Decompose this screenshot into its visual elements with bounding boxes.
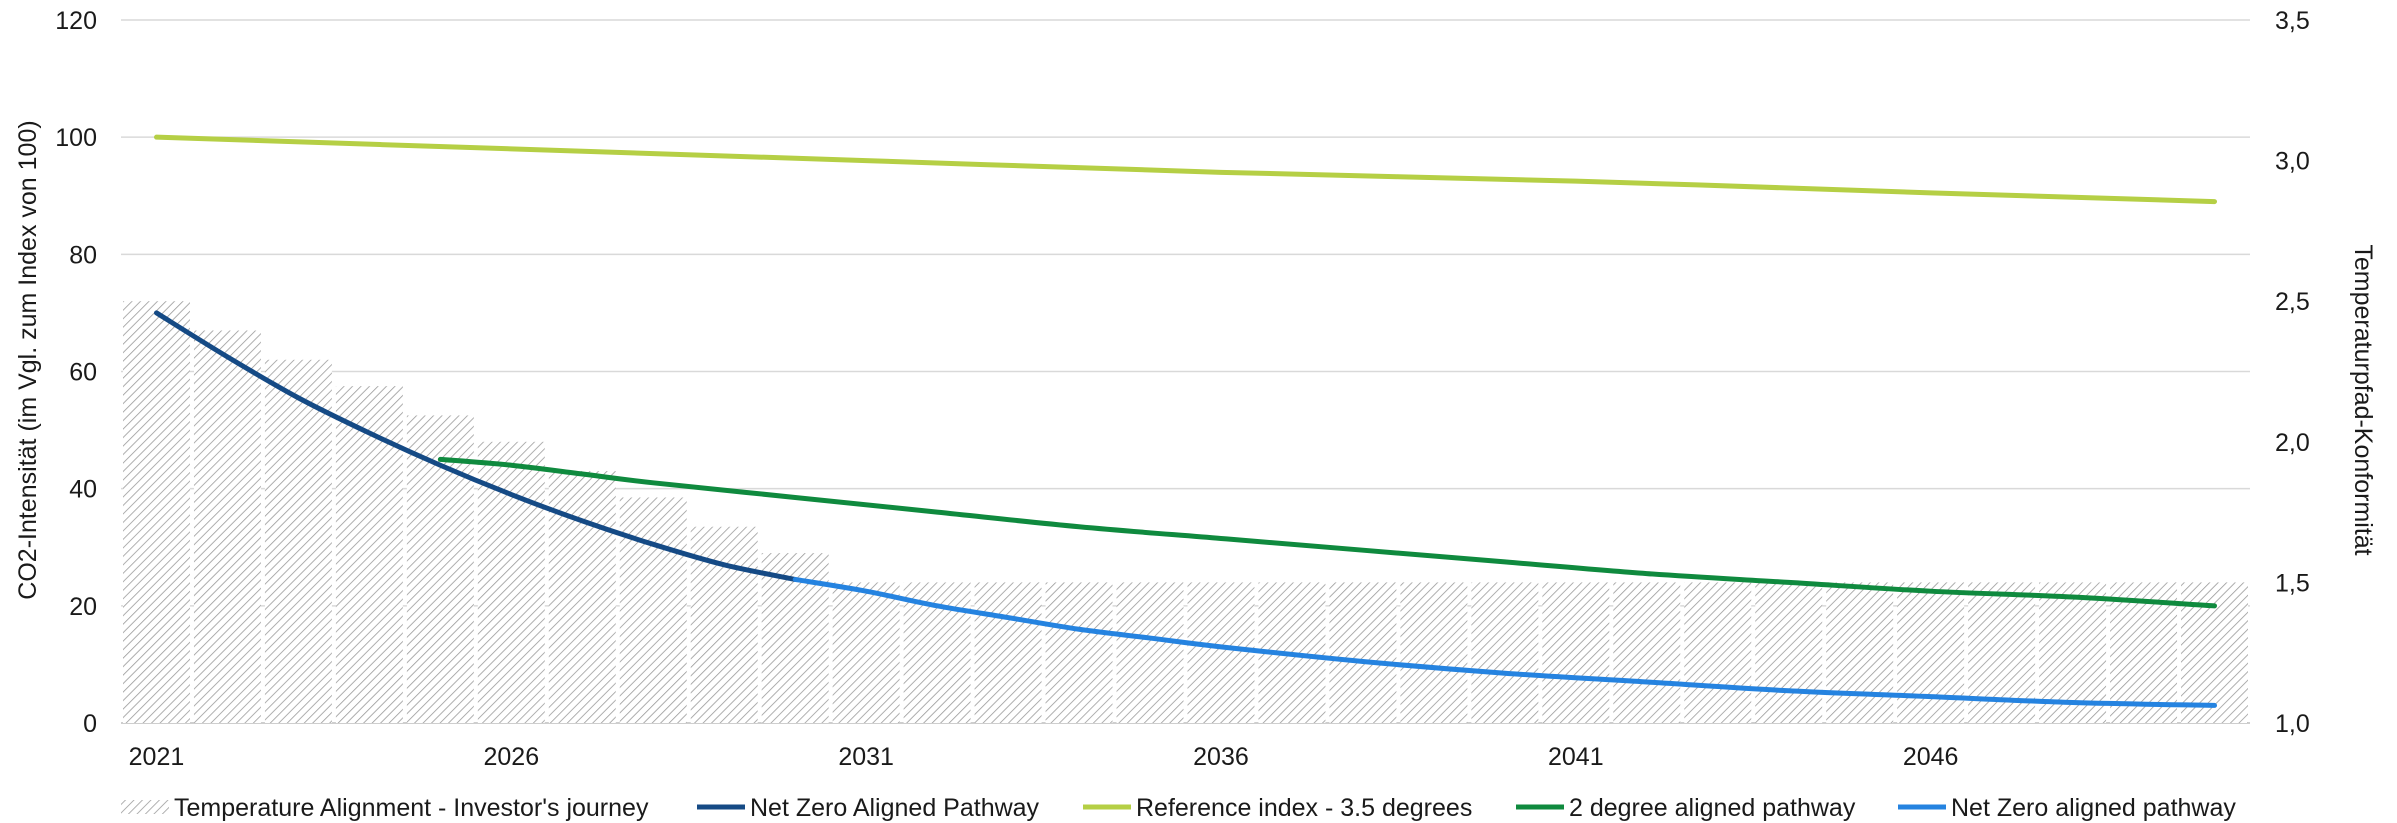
x-tick-label: 2046: [1903, 743, 1959, 771]
y-right-tick-label: 2,5: [2275, 288, 2310, 316]
y-left-tick-label: 100: [55, 124, 97, 152]
y-left-tick-label: 120: [55, 7, 97, 35]
y-axis-left-title: CO2-Intensität (im Vgl. zum Index von 10…: [14, 120, 42, 599]
bar: [1542, 582, 1610, 723]
y-right-tick-label: 3,5: [2275, 7, 2310, 35]
bar: [1329, 582, 1397, 723]
y-left-tick-label: 0: [83, 710, 97, 738]
series-line-net-zero-aligned-pathway: [153, 310, 798, 582]
legend-label-net-zero-aligned-pathway: Net Zero Aligned Pathway: [750, 794, 1040, 822]
legend-label-temperature-alignment-investor-s-journey: Temperature Alignment - Investor's journ…: [174, 794, 649, 822]
x-tick-label: 2021: [129, 743, 185, 771]
legend: Temperature Alignment - Investor's journ…: [121, 794, 2236, 822]
bar: [619, 497, 687, 723]
legend-label-net-zero-aligned-pathway: Net Zero aligned pathway: [1951, 794, 2236, 822]
bar: [1400, 582, 1468, 723]
y-right-tick-label: 2,0: [2275, 429, 2310, 457]
y-axis-right-title: Temperaturpfad-Konformität: [2349, 244, 2377, 555]
bar: [1897, 582, 1965, 723]
bar: [974, 582, 1042, 723]
bar: [832, 582, 900, 723]
bar: [1755, 582, 1823, 723]
legend-swatch-temperature-alignment-investor-s-journey: [121, 800, 169, 814]
y-right-tick-label: 1,5: [2275, 569, 2310, 597]
bar: [2110, 582, 2178, 723]
bar: [1826, 582, 1894, 723]
series-line-2-degree-aligned-pathway: [437, 456, 2218, 609]
legend-label-reference-index-3-5-degrees: Reference index - 3.5 degrees: [1136, 794, 1472, 822]
bar-series: [123, 301, 2248, 723]
bar: [548, 471, 616, 723]
gridlines: [121, 19, 2250, 724]
bar: [477, 441, 545, 723]
y-left-tick-label: 20: [69, 593, 97, 621]
axes: 0 20 40 60 80 100 120 1,0 1,5 2,0 2,5 3,0 3,5 2021 202…: [55, 7, 2309, 771]
bar: [1471, 582, 1539, 723]
y-left-tick-label: 80: [69, 241, 97, 269]
bar: [1684, 582, 1752, 723]
line-series: [153, 134, 2218, 708]
bar: [1045, 582, 1113, 723]
y-left-tick-label: 40: [69, 476, 97, 504]
bar: [335, 386, 403, 723]
x-tick-label: 2036: [1193, 743, 1249, 771]
x-tick-label: 2031: [838, 743, 894, 771]
x-tick-label: 2026: [484, 743, 540, 771]
bar: [1613, 582, 1681, 723]
bar: [1116, 582, 1184, 723]
legend-label-2-degree-aligned-pathway: 2 degree aligned pathway: [1569, 794, 1856, 822]
series-line-net-zero-aligned-pathway: [792, 576, 2218, 708]
bar: [1187, 582, 1255, 723]
bar: [193, 330, 261, 723]
bar: [264, 359, 332, 723]
y-left-tick-label: 60: [69, 359, 97, 387]
series-line-reference-index-3-5-degrees: [153, 134, 2218, 205]
x-tick-label: 2041: [1548, 743, 1604, 771]
bar: [123, 301, 190, 723]
y-right-tick-label: 1,0: [2275, 710, 2310, 738]
y-right-tick-label: 3,0: [2275, 148, 2310, 176]
